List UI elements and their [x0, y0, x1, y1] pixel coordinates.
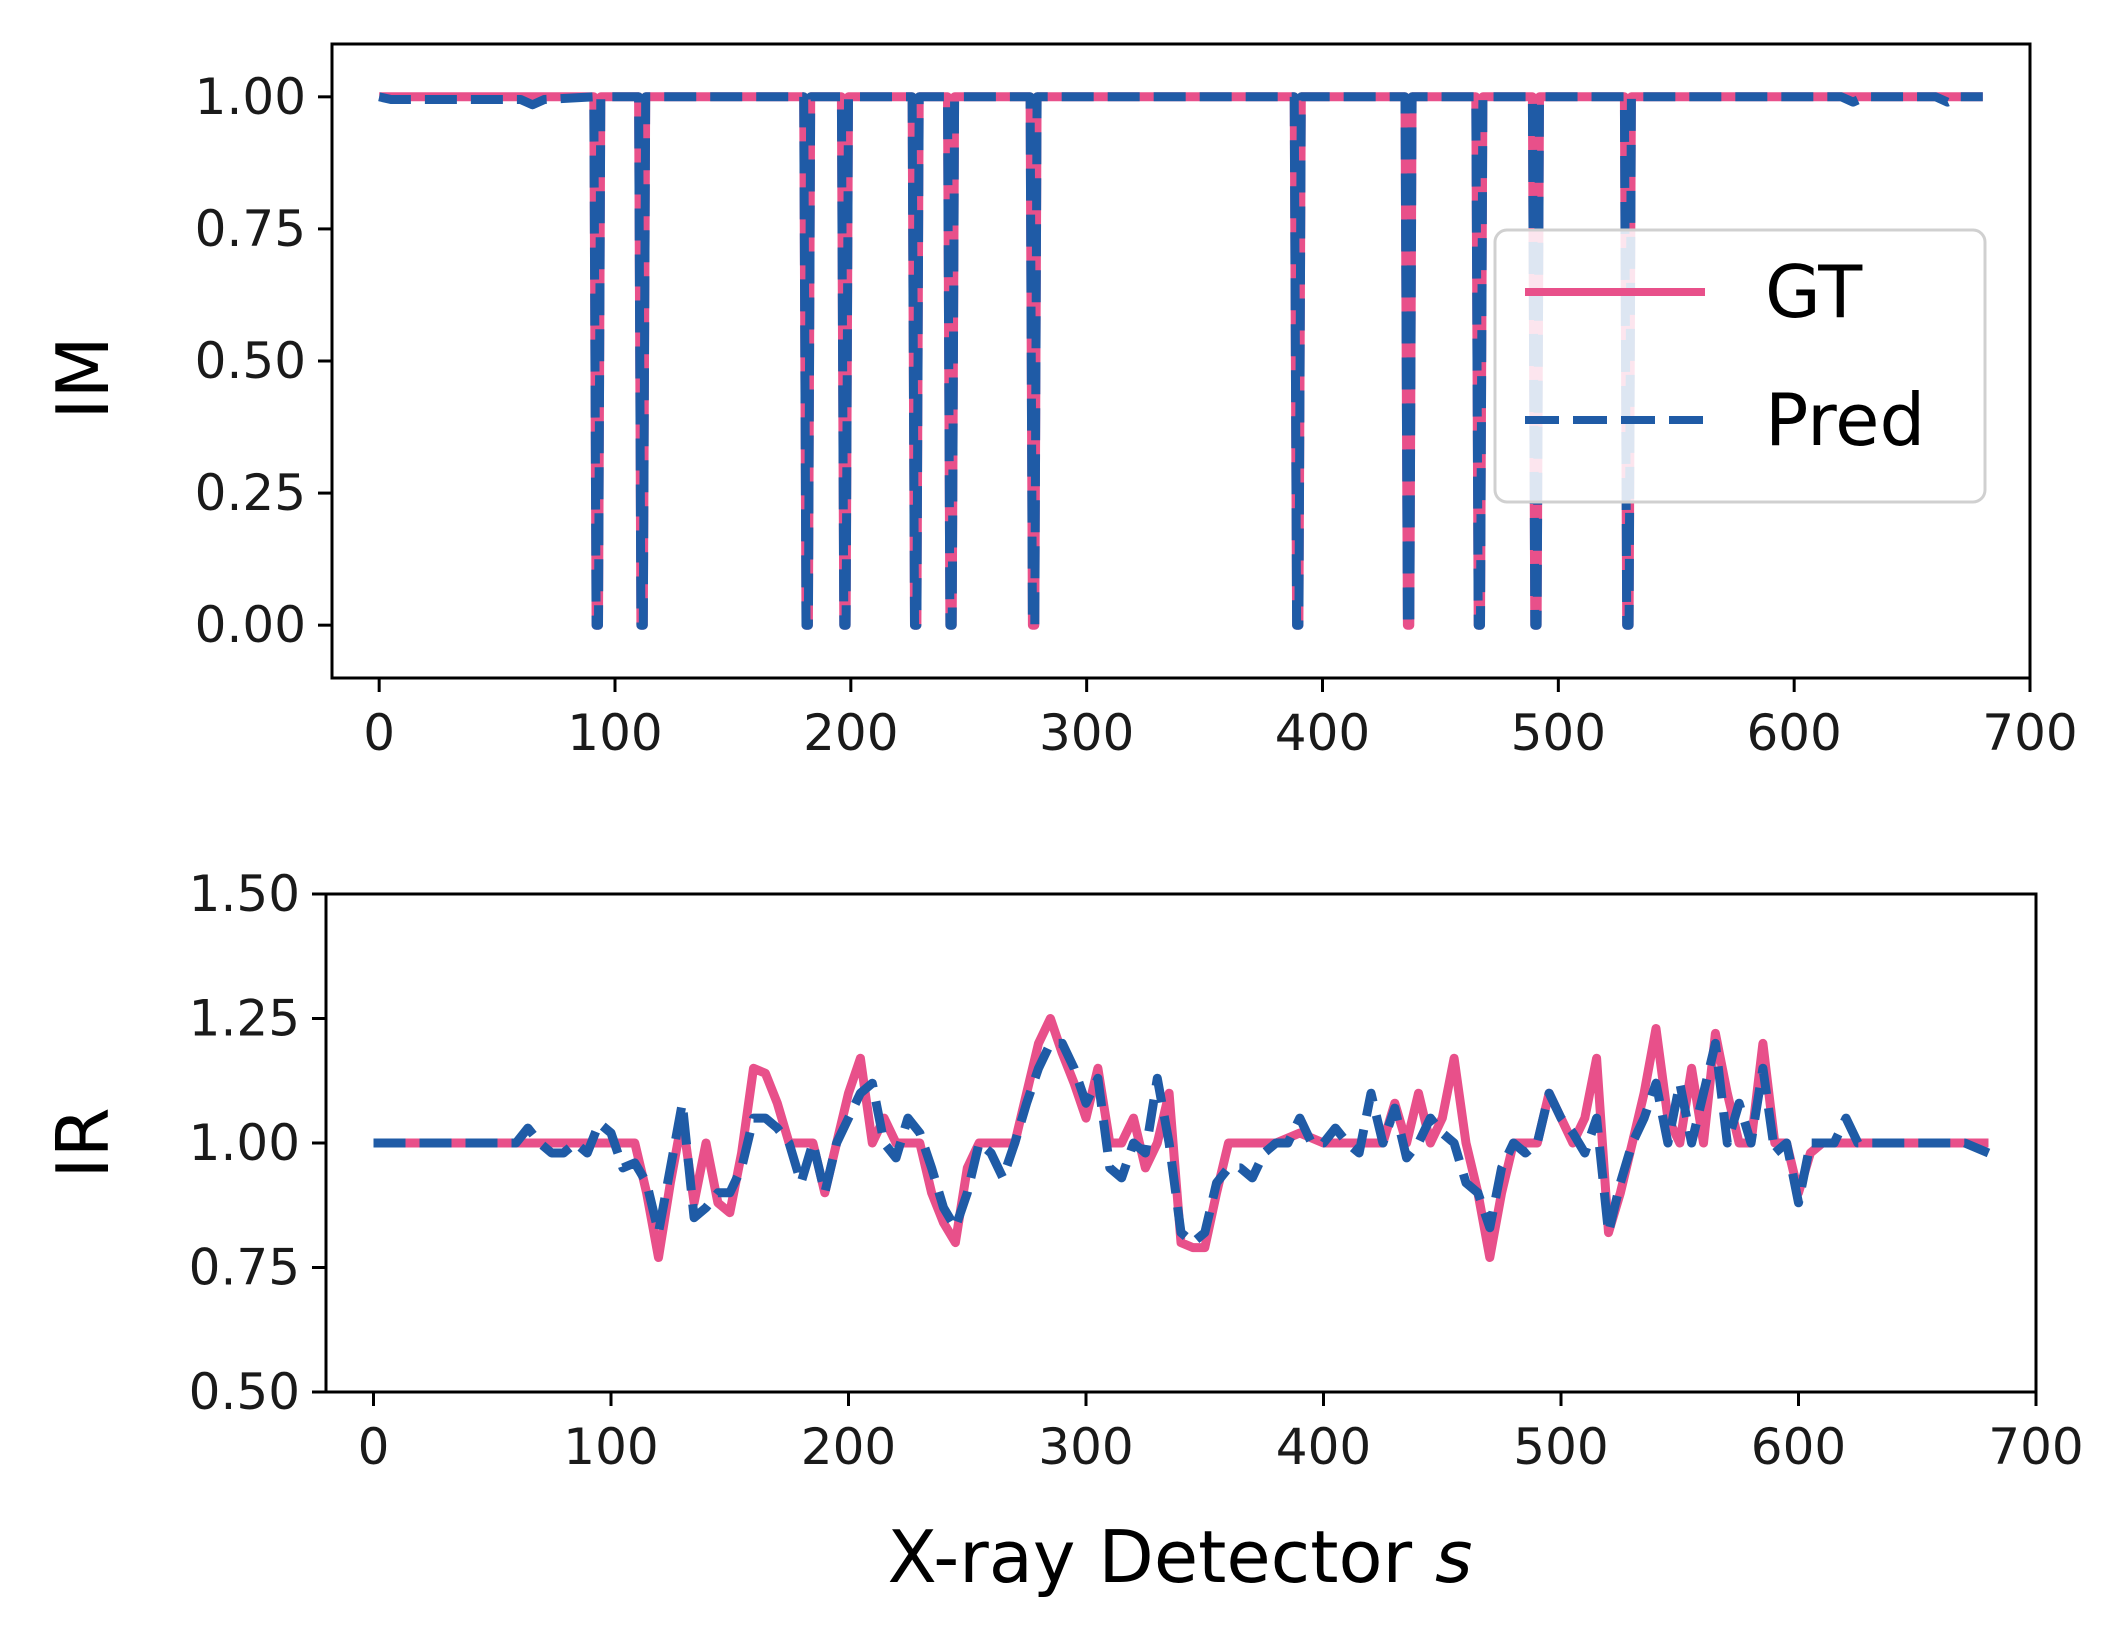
- ir-x-tick-label: 600: [1751, 1418, 1846, 1476]
- ir-y-tick-label: 0.50: [189, 1363, 300, 1421]
- im-x-tick-label: 100: [567, 704, 662, 762]
- ir-y-tick-label: 1.25: [189, 990, 300, 1048]
- im-series-group: [378, 92, 1983, 630]
- im-y-tick-label: 1.00: [195, 68, 306, 126]
- x-axis-label-symbol: s: [1435, 1515, 1473, 1599]
- legend-box: [1493, 228, 1987, 504]
- im-ticks: 0 100 200 300 400 500 600 700 0.00 0.25 0.50 0.75 1.…: [195, 68, 2078, 762]
- ir-y-tick-label: 0.75: [189, 1239, 300, 1297]
- ir-x-tick-label: 700: [1988, 1418, 2083, 1476]
- ir-ticks: 0 100 200 300 400 500 600 700 0.50 0.75 1.00 1.25 1.…: [189, 865, 2084, 1476]
- ir-series-pred-line: [373, 1038, 1991, 1248]
- im-y-axis-label: IM: [41, 336, 125, 419]
- ir-y-tick-label: 1.00: [189, 1114, 300, 1172]
- im-series-pred-line: [378, 92, 1983, 630]
- x-axis-label: X-ray Detector s: [887, 1515, 1472, 1599]
- ir-y-axis-label: IR: [41, 1107, 125, 1178]
- ir-y-tick-label: 1.50: [189, 865, 300, 923]
- ir-subplot: 0 100 200 300 400 500 600 700 0.50 0.75 1.00 1.25 1.…: [41, 865, 2084, 1599]
- legend: GT Pred: [1493, 228, 1987, 504]
- im-y-tick-label: 0.00: [195, 596, 306, 654]
- im-x-tick-label: 700: [1982, 704, 2077, 762]
- ir-x-tick-label: 0: [358, 1418, 390, 1476]
- im-y-tick-label: 0.25: [195, 464, 306, 522]
- legend-gt-label: GT: [1765, 250, 1863, 334]
- ir-x-tick-label: 500: [1513, 1418, 1608, 1476]
- im-x-tick-label: 600: [1746, 704, 1841, 762]
- im-x-tick-label: 400: [1275, 704, 1370, 762]
- ir-x-tick-label: 100: [563, 1418, 658, 1476]
- ir-series-group: [373, 1014, 1991, 1262]
- x-axis-label-text: X-ray Detector: [887, 1515, 1435, 1599]
- ir-x-tick-label: 300: [1038, 1418, 1133, 1476]
- ir-series-gt-line: [373, 1014, 1989, 1262]
- im-y-tick-label: 0.75: [195, 200, 306, 258]
- ir-x-tick-label: 400: [1276, 1418, 1371, 1476]
- im-x-tick-label: 0: [363, 704, 395, 762]
- im-x-tick-label: 200: [803, 704, 898, 762]
- ir-x-tick-label: 200: [801, 1418, 896, 1476]
- im-subplot: 0 100 200 300 400 500 600 700 0.00 0.25 0.50 0.75 1.…: [41, 42, 2078, 762]
- im-x-tick-label: 300: [1039, 704, 1134, 762]
- im-y-tick-label: 0.50: [195, 332, 306, 390]
- im-x-tick-label: 500: [1511, 704, 1606, 762]
- legend-pred-label: Pred: [1765, 378, 1925, 462]
